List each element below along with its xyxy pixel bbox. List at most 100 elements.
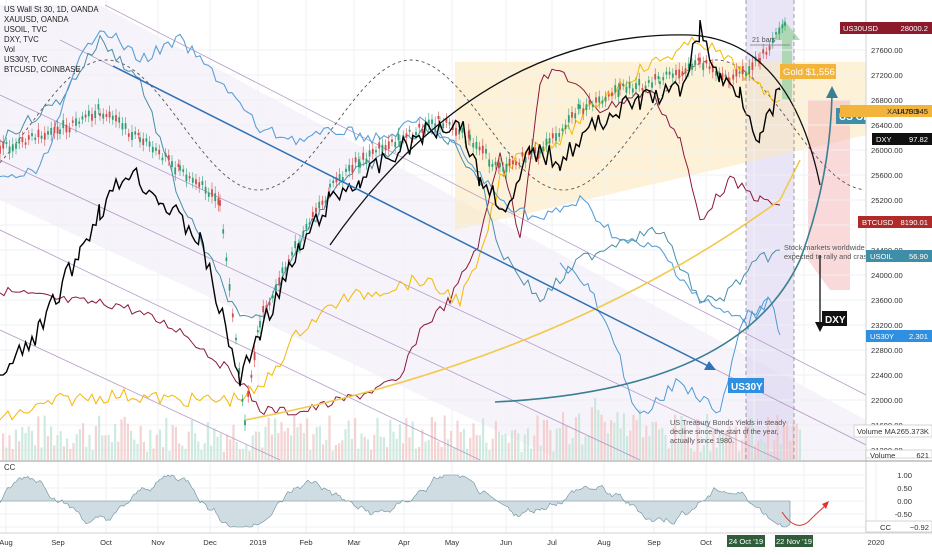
price-axis[interactable]: 27600.00 27200.00 26800.00 26400.00 26000.00…: [865, 0, 932, 532]
us30-candles: [0, 17, 786, 431]
candle-body: [715, 71, 717, 76]
candle-body: [691, 63, 693, 70]
volume-bar: [187, 431, 190, 460]
candle-body: [635, 83, 637, 90]
candle-body: [537, 152, 540, 159]
volume-bar: [667, 448, 670, 460]
candle-body: [171, 161, 173, 168]
volume-badge-value: 621: [916, 451, 929, 460]
candle-body: [771, 37, 774, 44]
candle-body: [375, 150, 377, 153]
volume-bar: [795, 423, 798, 460]
volume-bar: [539, 445, 542, 460]
candle-body: [488, 159, 491, 167]
time-axis-background: [0, 533, 932, 550]
volume-bar: [56, 435, 59, 460]
candle-body: [268, 302, 271, 306]
volume-bar: [293, 415, 296, 460]
volume-bar: [590, 407, 593, 460]
candle-body: [591, 104, 594, 108]
volume-bar: [709, 451, 712, 460]
bonds-note-line-2: decline since the start of the year,: [670, 427, 779, 436]
candle-body: [87, 110, 90, 117]
candle-body: [539, 150, 541, 154]
volume-bar: [402, 443, 405, 460]
us30y-label: US30Y: [728, 378, 764, 393]
volume-bar: [184, 448, 187, 460]
cc-badge-name: CC: [880, 523, 891, 532]
candle-body: [427, 119, 430, 127]
candle-body: [671, 73, 674, 78]
price-axis-background: [866, 0, 932, 462]
candle-body: [134, 131, 137, 135]
volume-bar: [414, 448, 417, 460]
volume-bar: [382, 437, 385, 460]
volume-bar: [8, 435, 11, 460]
volume-bar: [110, 442, 113, 460]
volume-bar: [501, 434, 504, 460]
series-legend[interactable]: US Wall St 30, 1D, OANDA XAUUSD, OANDA U…: [4, 5, 99, 74]
price-tick-label: 27600.00: [871, 46, 903, 55]
volume-bar: [498, 431, 501, 460]
volume-bar: [565, 426, 568, 460]
volume-bar: [453, 447, 456, 460]
price-tick-label: 23600.00: [871, 296, 903, 305]
candle-body: [118, 117, 121, 123]
volume-bar: [763, 442, 766, 460]
cc-pane-title: CC: [4, 463, 16, 472]
volume-bar: [469, 437, 472, 460]
candle-body: [244, 420, 246, 426]
time-axis[interactable]: Aug Sep Oct Nov Dec 2019 Feb Mar Apr May Jun Jul Aug…: [0, 532, 932, 550]
candle-body: [687, 63, 690, 71]
candle-body: [651, 82, 653, 88]
volume-bar: [408, 437, 411, 460]
volume-bar: [731, 440, 734, 460]
series-line-usoil: [0, 34, 781, 319]
candle-body: [262, 306, 265, 313]
candle-body: [641, 88, 644, 91]
time-highlight-start-box: [727, 535, 765, 547]
yellow-trend-curve: [244, 159, 801, 421]
cc-area: [0, 474, 791, 528]
candle-body: [338, 174, 341, 180]
candle-body: [405, 133, 408, 138]
volume-bar: [680, 415, 683, 460]
legend-vol: Vol: [4, 45, 15, 54]
candle-body: [253, 352, 256, 361]
time-highlight-start: 24 Oct '19: [729, 537, 763, 546]
candle-body: [222, 229, 225, 234]
cc-pane[interactable]: CC 1.000.500.00-0.50-1.00 CC −0.92: [0, 463, 932, 533]
candle-body: [201, 181, 204, 185]
candle-body: [381, 144, 384, 152]
volume-bar: [274, 418, 277, 460]
volume-bar: [30, 430, 33, 460]
candle-body: [368, 150, 371, 157]
volume-bar: [728, 425, 731, 460]
candle-body: [408, 129, 411, 132]
volume-bar: [280, 422, 283, 460]
volume-bar: [635, 419, 638, 460]
volume-bar: [715, 447, 718, 460]
candle-body: [94, 110, 97, 118]
volume-ma-badge-name: Volume MA: [857, 427, 897, 436]
price-tick-label: 22000.00: [871, 396, 903, 405]
candle-body: [250, 374, 253, 378]
cycle-wave: [0, 59, 865, 191]
candle-body: [302, 231, 305, 236]
candle-body: [158, 149, 161, 155]
candle-body: [161, 157, 164, 161]
candle-body: [697, 57, 700, 61]
volume-bar: [11, 449, 14, 460]
volume-bar: [696, 419, 699, 460]
candle-body: [2, 141, 5, 149]
candle-body: [256, 329, 259, 333]
candle-body: [238, 368, 241, 374]
volume-bar: [600, 414, 603, 460]
volume-bar: [344, 429, 347, 460]
price-tick-label: 25600.00: [871, 171, 903, 180]
volume-bar: [638, 409, 641, 460]
time-tick-label: Oct: [100, 538, 113, 547]
volume-bar: [136, 443, 139, 460]
